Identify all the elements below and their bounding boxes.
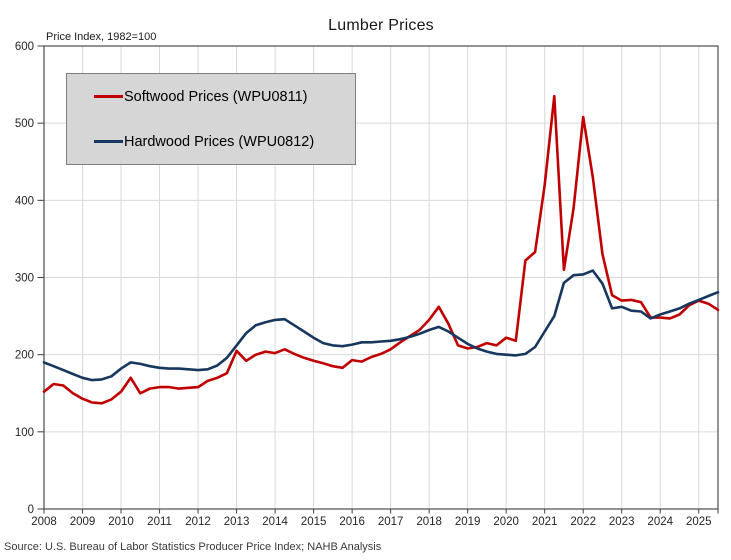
y-tick-label: 200	[15, 350, 34, 362]
x-tick-label: 2021	[532, 516, 558, 528]
hardwood-price-line	[42, 269, 720, 382]
source-attribution: Source: U.S. Bureau of Labor Statistics …	[4, 541, 382, 553]
y-tick-label: 500	[15, 118, 34, 130]
chart-title: Lumber Prices	[328, 17, 434, 34]
x-tick-label: 2011	[147, 516, 172, 528]
legend-label-hardwood: Hardwood Prices (WPU0812)	[124, 133, 315, 150]
legend-entry-softwood: Softwood Prices (WPU0811)	[67, 89, 355, 105]
x-tick-label: 2009	[70, 516, 96, 528]
legend-label-softwood: Softwood Prices (WPU0811)	[124, 88, 308, 105]
y-tick-label: 400	[15, 195, 34, 207]
x-tick-label: 2008	[31, 516, 57, 528]
chart-legend: Softwood Prices (WPU0811) Hardwood Price…	[66, 73, 356, 165]
x-tick-label: 2014	[262, 516, 288, 528]
x-tick-label: 2019	[455, 516, 481, 528]
x-tick-label: 2010	[108, 516, 134, 528]
y-tick-label: 300	[15, 273, 34, 285]
x-tick-label: 2020	[493, 516, 519, 528]
softwood-line-swatch	[94, 94, 123, 99]
y-tick-label: 600	[15, 41, 34, 53]
hardwood-line-swatch	[94, 139, 123, 144]
legend-entry-hardwood: Hardwood Prices (WPU0812)	[67, 134, 355, 150]
x-tick-label: 2023	[609, 516, 635, 528]
y-tick-label: 0	[28, 504, 34, 516]
x-tick-label: 2022	[570, 516, 596, 528]
x-tick-label: 2024	[647, 516, 673, 528]
x-tick-label: 2025	[686, 516, 712, 528]
x-tick-label: 2013	[224, 516, 250, 528]
x-tick-label: 2017	[378, 516, 404, 528]
x-tick-label: 2015	[301, 516, 327, 528]
x-tick-label: 2012	[185, 516, 211, 528]
softwood-price-line	[42, 94, 720, 405]
x-tick-label: 2018	[416, 516, 442, 528]
x-tick-label: 2016	[339, 516, 365, 528]
y-tick-label: 100	[15, 427, 34, 439]
y-axis-unit-label: Price Index, 1982=100	[46, 31, 157, 43]
